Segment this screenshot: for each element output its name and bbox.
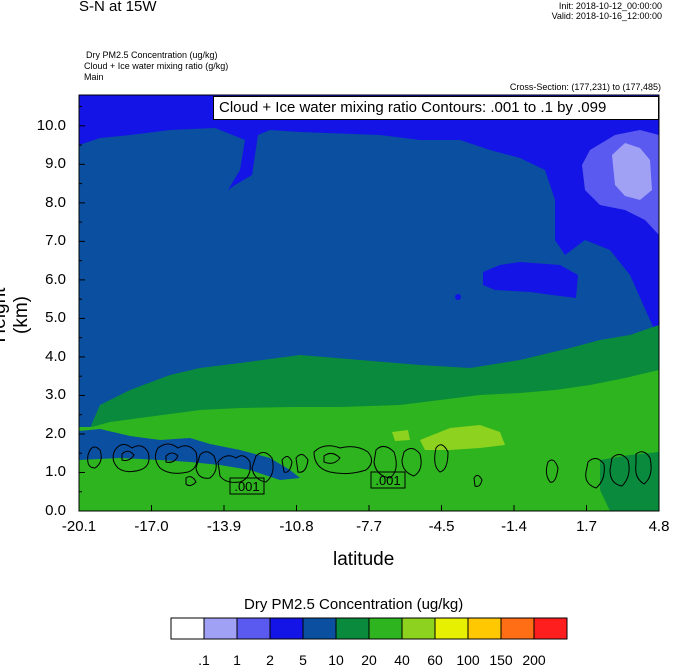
colorbar-label: 2 [266, 652, 274, 668]
colorbar-label: 20 [361, 652, 377, 668]
init-time: Init: 2018-10-12_00:00:00 [558, 1, 662, 11]
region-60-100-b [392, 430, 410, 441]
y-tick-label: 1.0 [45, 463, 66, 481]
colorbar-swatch [335, 617, 370, 640]
cross-section-label: Cross-Section: (177,231) to (177,485) [509, 82, 661, 92]
contour-info-box: Cloud + Ice water mixing ratio Contours:… [213, 96, 659, 120]
colorbar [170, 617, 568, 640]
contour-label-2: .001 [375, 473, 400, 488]
region-5-10-patch [483, 262, 578, 298]
region-1-2 [612, 143, 652, 200]
region-40-60 [79, 370, 659, 511]
y-axis-label: Height (km) [0, 287, 32, 343]
region-5-10 [79, 95, 659, 340]
x-tick-label: -1.4 [501, 518, 527, 535]
cloud-ice-contours [87, 443, 652, 489]
y-tick-label: 6.0 [45, 270, 66, 288]
x-tick-label: 1.7 [576, 518, 597, 535]
tick-marks [78, 106, 660, 512]
x-tick-label: -10.8 [279, 518, 314, 535]
colorbar-swatch [170, 617, 205, 640]
x-tick-label: -20.1 [61, 518, 97, 535]
x-tick-label: -4.5 [428, 518, 455, 535]
colorbar-swatch [467, 617, 502, 640]
y-tick-label: 5.0 [45, 309, 66, 327]
colorbar-label: 200 [522, 652, 546, 668]
y-tick-label: 10.0 [36, 116, 66, 134]
valid-time: Valid: 2018-10-16_12:00:00 [551, 11, 662, 21]
page-title: S-N at 15W [79, 0, 157, 15]
colorbar-label: 100 [456, 652, 480, 668]
field-label-cloud-ice: Cloud + Ice water mixing ratio (g/kg) [84, 61, 229, 71]
colorbar-swatch [302, 617, 337, 640]
colorbar-label: .1 [198, 652, 210, 668]
y-tick-label: 8.0 [45, 193, 66, 211]
field-label-main: Main [84, 72, 104, 82]
x-tick-label: -7.7 [356, 518, 382, 535]
colorbar-swatch [434, 617, 469, 640]
y-tick-label: 2.0 [45, 424, 66, 442]
y-tick-label: 0.0 [45, 502, 66, 519]
region-60-100-a [420, 425, 505, 450]
x-tick-label: -17.0 [134, 518, 169, 535]
region-20-40-lowlevel [600, 452, 659, 511]
field-label-pm25: Dry PM2.5 Concentration (ug/kg) [86, 50, 218, 60]
colorbar-swatch [533, 617, 568, 640]
colorbar-label: 1 [233, 652, 241, 668]
region-10-20-lowlevel [79, 429, 300, 480]
colorbar-swatch [401, 617, 436, 640]
y-tick-label: 4.0 [45, 347, 66, 365]
colorbar-swatch [368, 617, 403, 640]
y-tick-label: 7.0 [45, 232, 66, 250]
colorbar-label: 40 [394, 652, 410, 668]
x-tick-label: -13.9 [206, 518, 242, 535]
y-tick-label: 9.0 [45, 155, 66, 173]
contour-label-box-1 [229, 477, 265, 495]
colorbar-label: 10 [328, 652, 344, 668]
colorbar-label: 60 [427, 652, 443, 668]
y-tick-label: 3.0 [45, 386, 66, 404]
contour-label-1: .001 [234, 479, 259, 494]
colorbar-swatch [269, 617, 304, 640]
colorbar-label: 5 [299, 652, 307, 668]
contour-label-box-2 [370, 471, 406, 489]
x-axis-label: latitude [333, 549, 395, 570]
colorbar-swatch [500, 617, 535, 640]
x-tick-label: 4.8 [648, 518, 670, 535]
colorbar-swatch [236, 617, 271, 640]
region-5-10-dot [455, 294, 461, 300]
colorbar-swatch [203, 617, 238, 640]
colorbar-title: Dry PM2.5 Concentration (ug/kg) [244, 596, 464, 613]
colorbar-label: 150 [489, 652, 513, 668]
